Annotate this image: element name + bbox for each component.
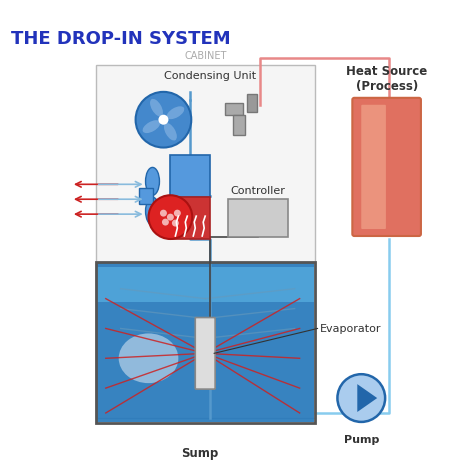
Text: Condensing Unit: Condensing Unit xyxy=(164,71,256,81)
Circle shape xyxy=(172,220,179,227)
FancyBboxPatch shape xyxy=(170,156,210,198)
Ellipse shape xyxy=(119,334,178,383)
FancyBboxPatch shape xyxy=(96,66,315,418)
Text: Controller: Controller xyxy=(230,186,285,196)
Ellipse shape xyxy=(167,107,184,120)
FancyBboxPatch shape xyxy=(225,104,243,116)
FancyBboxPatch shape xyxy=(247,95,257,112)
Text: Sump: Sump xyxy=(182,446,219,459)
FancyBboxPatch shape xyxy=(352,99,421,237)
Circle shape xyxy=(159,116,169,126)
Circle shape xyxy=(136,93,191,148)
Circle shape xyxy=(337,375,385,422)
Circle shape xyxy=(160,210,167,217)
FancyBboxPatch shape xyxy=(97,267,314,302)
Circle shape xyxy=(167,214,174,221)
Circle shape xyxy=(174,210,181,217)
Text: Pump: Pump xyxy=(344,434,379,444)
FancyBboxPatch shape xyxy=(233,116,245,135)
FancyBboxPatch shape xyxy=(361,106,386,229)
Circle shape xyxy=(149,196,192,239)
Text: CABINET: CABINET xyxy=(184,51,227,61)
FancyBboxPatch shape xyxy=(97,263,314,422)
FancyBboxPatch shape xyxy=(228,200,288,238)
Polygon shape xyxy=(357,384,377,412)
Ellipse shape xyxy=(150,99,163,117)
Ellipse shape xyxy=(146,168,159,196)
Text: Heat Source
(Process): Heat Source (Process) xyxy=(346,65,427,93)
Ellipse shape xyxy=(143,121,160,134)
Ellipse shape xyxy=(146,198,159,226)
Text: Evaporator: Evaporator xyxy=(319,324,381,334)
Text: THE DROP-IN SYSTEM: THE DROP-IN SYSTEM xyxy=(11,30,231,48)
Ellipse shape xyxy=(164,124,177,141)
Circle shape xyxy=(162,219,169,226)
FancyBboxPatch shape xyxy=(170,198,210,239)
FancyBboxPatch shape xyxy=(195,318,215,389)
FancyBboxPatch shape xyxy=(139,189,152,205)
